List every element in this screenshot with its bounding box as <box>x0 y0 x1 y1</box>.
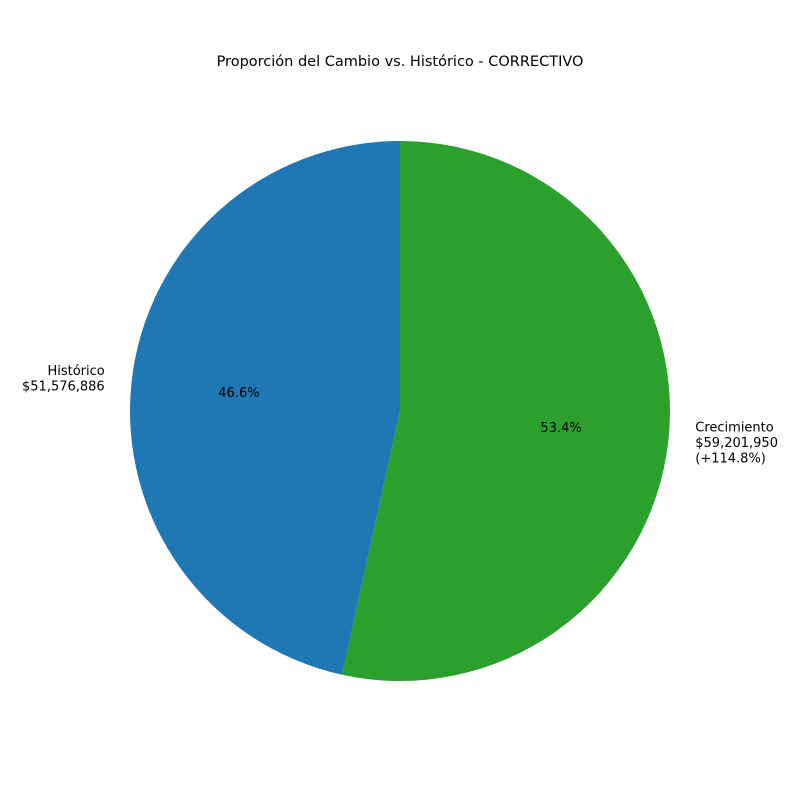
pie-slice-label-line: Crecimiento <box>695 421 774 436</box>
pie-slice-label-line: (+114.8%) <box>695 452 766 467</box>
pie-slice-label-line: Histórico <box>47 364 104 379</box>
pie-slice-historico <box>130 141 400 675</box>
pie-slice-label-historico: Histórico $51,576,886 <box>22 364 105 395</box>
pie-slices <box>130 141 670 681</box>
pie-slice-label-line: $59,201,950 <box>695 436 778 451</box>
pie-percent-label-historico: 46.6% <box>218 386 259 401</box>
pie-labels: 46.6% Histórico $51,576,886 53.4% Crecimient… <box>22 364 778 466</box>
pie-slice-label-line: $51,576,886 <box>22 380 105 395</box>
pie-percent-label-crecimiento: 53.4% <box>540 421 581 436</box>
pie-slice-label-crecimiento: Crecimiento $59,201,950 (+114.8%) <box>695 421 778 467</box>
chart-title: Proporción del Cambio vs. Histórico - CO… <box>217 54 584 70</box>
pie-slice-crecimiento <box>342 141 670 681</box>
